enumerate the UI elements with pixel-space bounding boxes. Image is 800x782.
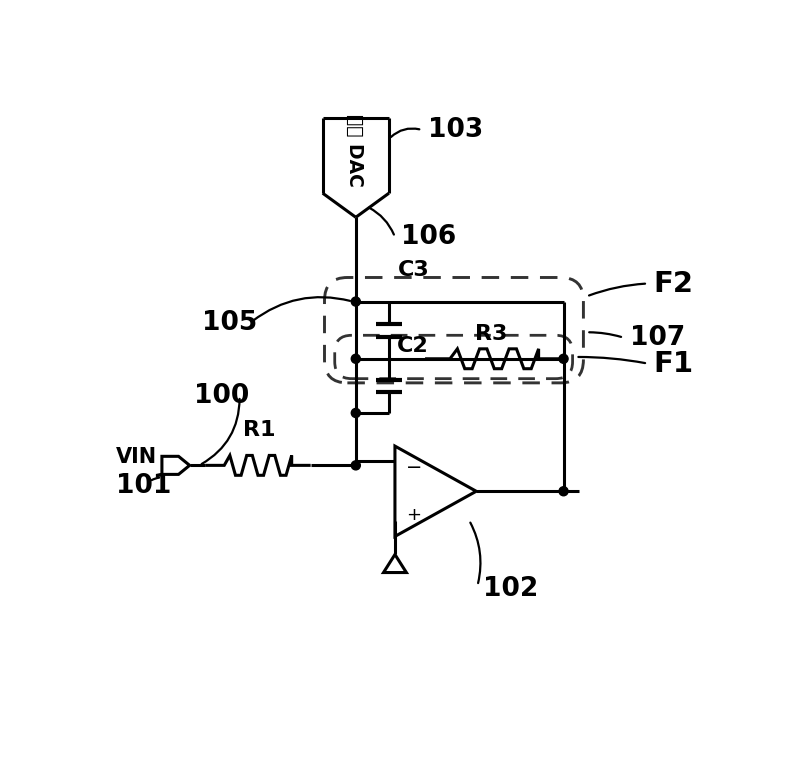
Circle shape xyxy=(559,354,568,364)
Circle shape xyxy=(351,461,360,470)
Text: −: − xyxy=(406,458,422,477)
Text: 102: 102 xyxy=(483,576,538,602)
Text: +: + xyxy=(406,506,421,524)
Text: 电流 DAC: 电流 DAC xyxy=(345,114,364,187)
Text: R1: R1 xyxy=(243,420,276,440)
Circle shape xyxy=(351,408,360,418)
Text: 107: 107 xyxy=(630,325,685,350)
Text: C2: C2 xyxy=(397,335,429,356)
Circle shape xyxy=(351,297,360,306)
Circle shape xyxy=(351,354,360,364)
Text: 106: 106 xyxy=(401,224,456,250)
Text: 101: 101 xyxy=(116,473,171,500)
Circle shape xyxy=(559,486,568,496)
Text: 100: 100 xyxy=(194,383,250,409)
Text: F1: F1 xyxy=(654,350,694,378)
Text: C3: C3 xyxy=(398,260,430,280)
Text: R3: R3 xyxy=(475,324,507,344)
Text: VIN: VIN xyxy=(116,447,158,467)
Text: 105: 105 xyxy=(202,310,258,335)
Text: 103: 103 xyxy=(428,117,483,143)
Text: F2: F2 xyxy=(654,270,694,297)
